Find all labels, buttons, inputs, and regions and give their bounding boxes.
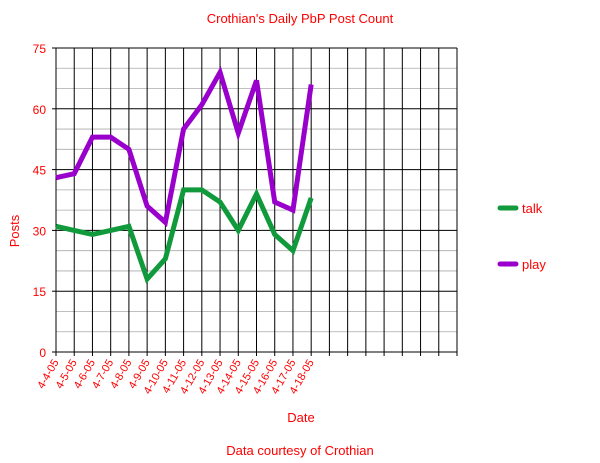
legend-label-play: play bbox=[522, 257, 546, 272]
y-tick-label: 60 bbox=[33, 103, 47, 117]
chart-title: Crothian's Daily PbP Post Count bbox=[207, 11, 394, 26]
y-axis-ticks: 0 15 30 45 60 75 bbox=[33, 42, 47, 360]
series-lines bbox=[55, 65, 314, 284]
y-tick-label: 15 bbox=[33, 285, 47, 299]
legend-label-talk: talk bbox=[522, 201, 543, 216]
y-tick-label: 45 bbox=[33, 164, 47, 178]
series-line-talk bbox=[55, 187, 314, 284]
chart-footer: Data courtesy of Crothian bbox=[226, 443, 373, 458]
y-tick-label: 30 bbox=[33, 224, 47, 238]
y-axis-label: Posts bbox=[7, 214, 22, 247]
legend: talk play bbox=[497, 201, 546, 272]
y-tick-label: 0 bbox=[39, 346, 46, 360]
x-axis-ticks: 4-4-054-5-054-6-054-7-054-8-054-9-054-10… bbox=[35, 358, 316, 397]
series-line-play bbox=[55, 65, 314, 228]
y-tick-label: 75 bbox=[33, 42, 47, 56]
x-axis-label: Date bbox=[287, 410, 314, 425]
